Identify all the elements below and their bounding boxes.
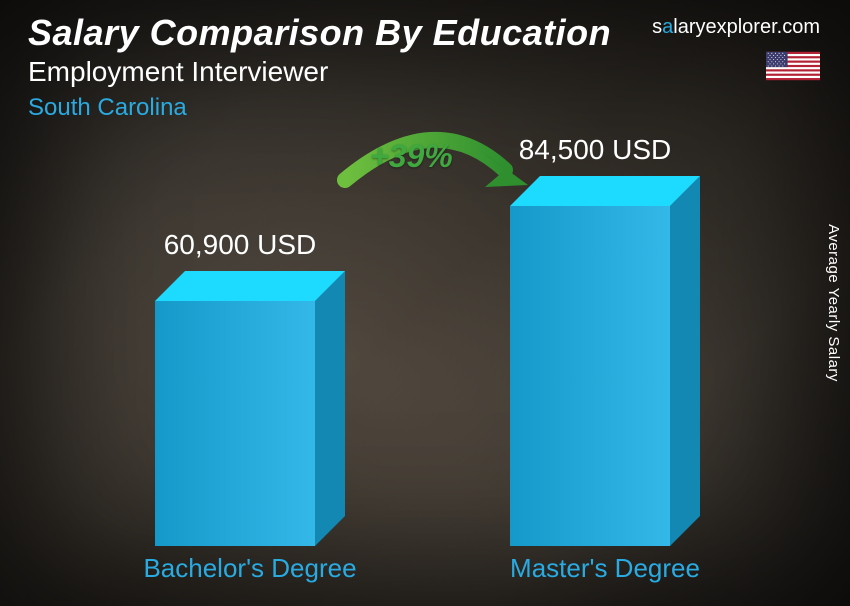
bar-group: 84,500 USD xyxy=(495,206,715,546)
bar-side xyxy=(670,176,700,546)
bar-3d xyxy=(155,301,345,546)
location-text: South Carolina xyxy=(28,94,822,122)
bar-front xyxy=(155,301,315,546)
bar-category-label: Master's Degree xyxy=(445,553,765,584)
brand-highlight: a xyxy=(662,16,673,38)
bar-category-label: Bachelor's Degree xyxy=(90,553,410,584)
bar-3d xyxy=(510,206,700,546)
bar-front xyxy=(510,206,670,546)
percentage-increase-badge: +39% xyxy=(370,138,453,175)
bar-top xyxy=(155,271,345,301)
brand-watermark: salaryexplorer.com xyxy=(652,16,820,39)
bar-group: 60,900 USD xyxy=(140,301,360,546)
brand-prefix: s xyxy=(652,16,662,38)
y-axis-label: Average Yearly Salary xyxy=(825,224,842,382)
bar-side xyxy=(315,271,345,546)
page-subtitle: Employment Interviewer xyxy=(28,56,822,88)
brand-rest: laryexplorer xyxy=(673,16,776,38)
us-flag-icon xyxy=(766,48,820,84)
bar-value-label: 60,900 USD xyxy=(90,229,390,261)
brand-suffix: .com xyxy=(777,16,820,38)
